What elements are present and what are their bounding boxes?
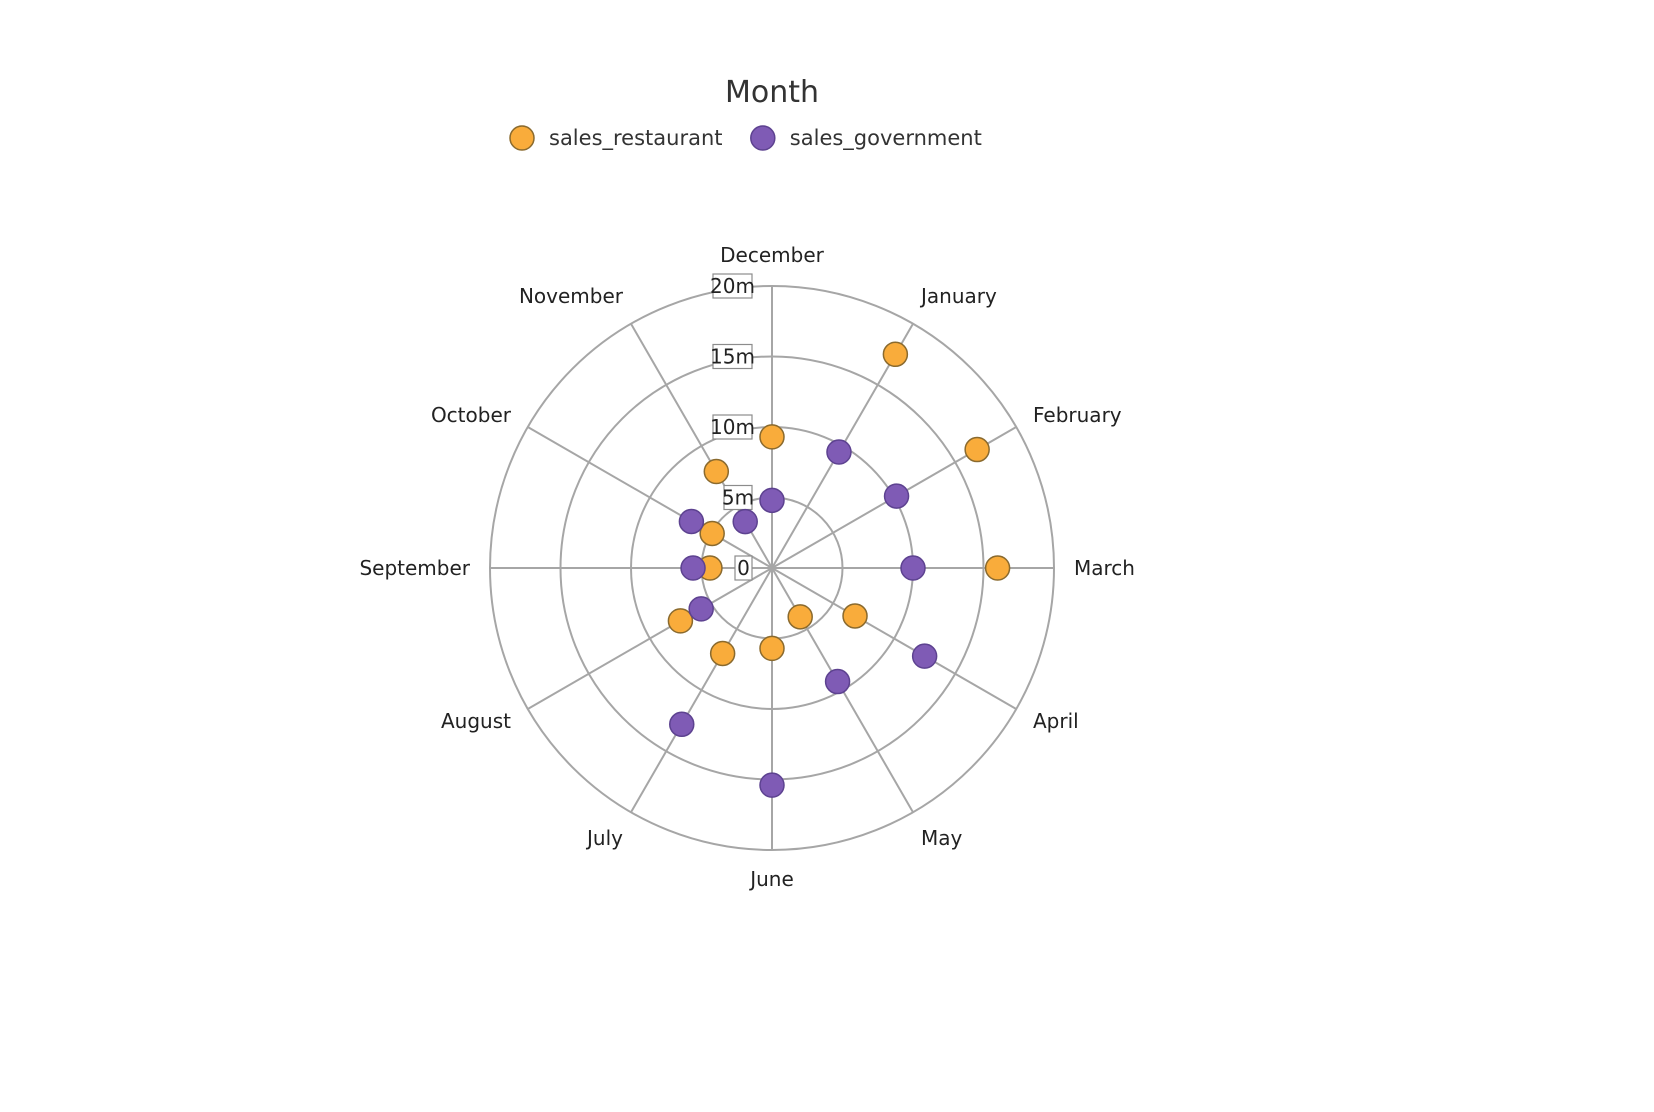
month-label-february: February: [1033, 403, 1122, 427]
tick-label-0: 0: [734, 555, 753, 581]
month-label-july: July: [585, 826, 623, 850]
point-sales-government-march[interactable]: [900, 555, 926, 581]
spoke-july: [630, 567, 773, 813]
point-sales-restaurant-december[interactable]: [759, 424, 785, 450]
tick-label-5m: 5m: [722, 484, 754, 511]
point-sales-government-february[interactable]: [883, 483, 910, 509]
spoke-april: [771, 567, 1017, 710]
point-sales-restaurant-february[interactable]: [964, 436, 990, 463]
point-sales-restaurant-january[interactable]: [882, 341, 909, 368]
month-label-october: October: [431, 403, 512, 427]
point-sales-government-june[interactable]: [759, 772, 785, 798]
point-sales-restaurant-november[interactable]: [703, 458, 730, 485]
point-sales-restaurant-july[interactable]: [709, 640, 736, 667]
point-sales-restaurant-june[interactable]: [759, 635, 785, 662]
point-sales-government-august[interactable]: [688, 596, 714, 622]
month-labels: December January February March April May June…: [359, 243, 1135, 891]
point-sales-restaurant-march[interactable]: [984, 555, 1011, 581]
month-label-november: November: [519, 284, 624, 308]
point-sales-restaurant-august[interactable]: [667, 608, 694, 634]
tick-label-20m: 20m: [710, 273, 755, 299]
legend-label: sales_restaurant: [549, 126, 723, 151]
series-sales-restaurant: [667, 341, 1011, 667]
point-sales-restaurant-april[interactable]: [842, 603, 868, 629]
tick-label-box: [712, 343, 753, 370]
spoke-august: [527, 567, 773, 710]
tick-label-10m: 10m: [710, 414, 755, 440]
tick-label-box: [712, 414, 753, 440]
month-label-august: August: [441, 709, 511, 733]
polar-grid: [489, 285, 1055, 851]
tick-label-text: 15m: [710, 345, 755, 369]
data-markers: [667, 341, 1011, 798]
legend-item-sales-government[interactable]: sales_government: [750, 125, 982, 151]
month-label-december: December: [720, 243, 824, 267]
point-sales-government-november[interactable]: [732, 508, 758, 535]
chart-title: Month: [725, 75, 819, 110]
point-sales-government-january[interactable]: [826, 439, 852, 465]
radial-tick-labels: 0 5m 10m 15m 20m: [710, 273, 755, 581]
legend: sales_restaurant sales_government: [509, 125, 982, 151]
series-sales-government: [669, 439, 938, 798]
month-label-september: September: [359, 556, 470, 580]
legend-swatch: [750, 125, 776, 151]
month-label-may: May: [921, 826, 963, 850]
tick-label-text: 20m: [710, 274, 755, 298]
month-label-june: June: [748, 867, 794, 891]
point-sales-government-may[interactable]: [824, 668, 851, 695]
point-sales-restaurant-may[interactable]: [787, 604, 813, 630]
point-sales-government-october[interactable]: [678, 508, 705, 535]
legend-label: sales_government: [790, 126, 982, 151]
tick-label-box: [723, 484, 753, 511]
tick-label-box: [712, 273, 753, 299]
legend-swatch: [509, 125, 535, 151]
tick-label-15m: 15m: [710, 343, 755, 370]
point-sales-restaurant-october[interactable]: [699, 520, 725, 547]
tick-label-text: 0: [737, 556, 750, 580]
point-sales-government-december[interactable]: [759, 487, 785, 514]
tick-label-text: 10m: [710, 415, 755, 439]
point-sales-government-september[interactable]: [680, 555, 706, 581]
point-sales-government-july[interactable]: [669, 711, 695, 738]
month-label-march: March: [1074, 556, 1135, 580]
month-label-january: January: [919, 284, 997, 308]
tick-label-text: 5m: [722, 486, 754, 510]
spoke-october: [527, 426, 773, 569]
month-label-april: April: [1033, 709, 1079, 733]
legend-item-sales-restaurant[interactable]: sales_restaurant: [509, 125, 723, 151]
point-sales-government-april[interactable]: [911, 643, 938, 669]
tick-label-box: [734, 555, 753, 581]
